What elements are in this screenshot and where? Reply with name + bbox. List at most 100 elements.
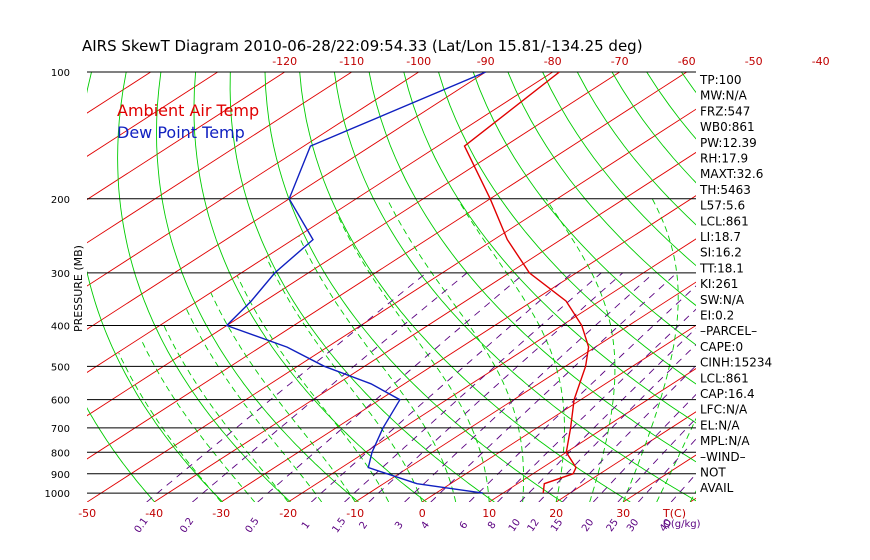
stability-index-item: LI:18.7	[700, 230, 741, 244]
mixing-ratio-line	[257, 272, 526, 502]
stability-index-item: RH:17.9	[700, 152, 748, 166]
dry-adiabat-line	[542, 72, 696, 267]
isotherm-line	[555, 411, 696, 502]
moist-adiabat-line	[265, 256, 423, 502]
stability-index-item: KI:261	[700, 277, 738, 291]
top-temperature-tick-label: -110	[339, 55, 364, 68]
mixing-ratio-line	[497, 308, 696, 502]
isotherm-line	[220, 195, 696, 502]
mixing-ratio-line	[344, 272, 602, 502]
isotherm-line	[87, 72, 486, 330]
mixing-ratio-tick-label: 4	[419, 520, 432, 532]
moist-adiabat-lines	[118, 198, 696, 502]
legend-dew-point-temp: Dew Point Temp	[117, 123, 245, 142]
stability-index-item: NOT	[700, 466, 726, 480]
dry-adiabat-line	[855, 72, 870, 502]
pressure-tick-labels: 100 200 300 400 500 600 700 800 900 1000	[45, 68, 70, 500]
y-axis-label: PRESSURE (MB)	[72, 245, 85, 332]
mixing-ratio-line	[468, 285, 696, 502]
stability-index-item: EI:0.2	[700, 309, 734, 323]
moist-adiabat-line	[185, 308, 323, 502]
stability-index-item: EL:N/A	[700, 418, 740, 432]
stability-index-item: FRZ:547	[700, 104, 750, 118]
dry-adiabat-line	[646, 72, 696, 140]
dry-adiabat-line	[229, 72, 495, 502]
mixing-ratio-tick-label: 0.2	[178, 516, 196, 535]
stability-index-item: SW:N/A	[700, 293, 745, 307]
bottom-temperature-tick-label: 30	[616, 507, 630, 520]
isotherm-line	[87, 72, 620, 417]
dry-adiabat-line	[156, 72, 359, 502]
pressure-tick-label: 500	[51, 362, 70, 373]
dry-adiabat-line	[117, 72, 291, 502]
dry-adiabat-line	[193, 72, 427, 502]
stability-index-item: PW:12.39	[700, 136, 757, 150]
bottom-temp-unit-label: T(C)	[662, 507, 686, 520]
moist-adiabat-line	[210, 292, 356, 502]
pressure-tick-label: 800	[51, 448, 70, 459]
pressure-tick-label: 400	[51, 322, 70, 333]
dry-adiabat-line	[368, 72, 696, 463]
stability-index-item: MPL:N/A	[700, 434, 750, 448]
pressure-tick-label: 600	[51, 396, 70, 407]
moist-adiabat-line	[457, 198, 565, 502]
top-temperature-tick-label: -70	[611, 55, 629, 68]
dry-adiabat-line	[264, 72, 563, 502]
stability-index-item: CAPE:0	[700, 340, 743, 354]
mixing-ratio-tick-label: 3	[393, 520, 406, 532]
stability-index-item: TP:100	[699, 73, 742, 87]
mixing-ratio-tick-label: 1	[300, 520, 313, 532]
moist-adiabat-line	[236, 275, 390, 502]
stability-index-item: LFC:N/A	[700, 403, 748, 417]
mixing-ratio-line	[538, 344, 696, 502]
bottom-temperature-tick-label: -10	[346, 507, 364, 520]
mixing-ratio-line	[670, 473, 696, 502]
isotherm-line	[87, 72, 687, 460]
mixing-ratio-line	[368, 272, 623, 502]
top-temperature-tick-label: -90	[477, 55, 495, 68]
mixing-ratio-line	[637, 438, 696, 502]
stability-index-item: –PARCEL–	[700, 324, 757, 338]
dry-adiabat-line	[472, 72, 696, 346]
top-temperature-tick-label: -50	[745, 55, 763, 68]
isotherm-line	[757, 72, 870, 502]
sounding-series	[225, 72, 590, 494]
stability-index-item: –WIND–	[700, 450, 746, 464]
bottom-temperature-tick-label: -50	[78, 507, 96, 520]
isotherm-line	[87, 72, 352, 244]
stability-index-item: TH:5463	[699, 183, 751, 197]
stability-index-item: SI:16.2	[700, 246, 742, 260]
bottom-temperature-tick-labels: -50 -40 -30 -20 -10 0 10 20 30	[78, 507, 630, 520]
pressure-tick-label: 100	[51, 68, 70, 79]
moist-adiabat-line	[140, 338, 256, 502]
moist-adiabat-line	[335, 211, 490, 502]
isotherm-line	[87, 72, 419, 287]
moist-adiabat-line	[622, 198, 679, 502]
top-temperature-tick-label: -120	[272, 55, 297, 68]
bottom-temperature-tick-label: 20	[549, 507, 563, 520]
stability-index-item: L57:5.6	[700, 199, 745, 213]
dry-adiabat-line	[0, 72, 19, 502]
pressure-tick-label: 700	[51, 424, 70, 435]
stability-index-item: WB0:861	[700, 120, 755, 134]
dry-adiabat-line	[87, 407, 156, 502]
mixing-ratio-unit-label: Q(g/kg)	[663, 519, 701, 530]
top-temperature-tick-label: -80	[544, 55, 562, 68]
mixing-ratio-tick-label: 10	[507, 517, 523, 534]
mixing-ratio-line	[146, 272, 427, 502]
isotherm-line	[87, 108, 696, 502]
bottom-temperature-tick-label: -20	[279, 507, 297, 520]
moist-adiabat-line	[118, 352, 222, 502]
moist-adiabat-line	[163, 325, 289, 502]
mixing-ratio-line	[430, 272, 678, 502]
isotherm-line	[0, 72, 17, 502]
pressure-tick-label: 200	[51, 195, 70, 206]
stability-index-item: CAP:16.4	[700, 387, 755, 401]
bottom-temperature-tick-label: -30	[212, 507, 230, 520]
mixing-ratio-tick-label: 12	[526, 517, 542, 534]
isotherm-line	[87, 72, 285, 201]
dry-adiabat-line	[403, 72, 696, 424]
mixing-ratio-line	[311, 272, 573, 502]
top-temperature-tick-labels: -120 -110 -100 -90 -80 -70 -60 -50 -40	[272, 55, 829, 68]
